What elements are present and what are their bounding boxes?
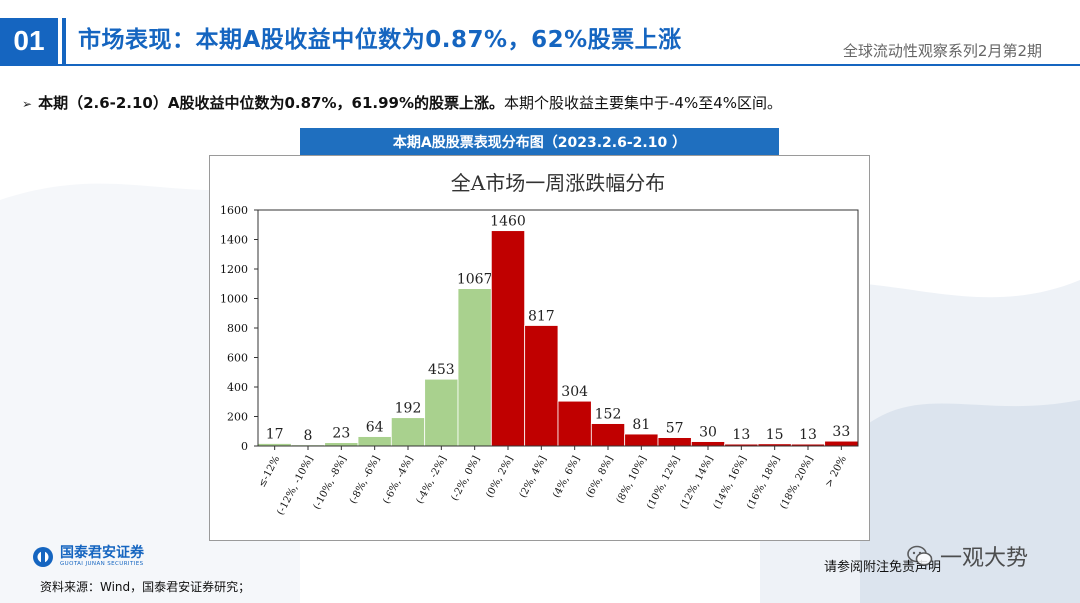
bar-value-label: 30 [699,425,717,441]
summary-bold: 本期（2.6-2.10）A股收益中位数为0.87%，61.99%的股票上涨。 [38,94,504,112]
bar [390,417,426,447]
wechat-icon [907,545,933,566]
summary-plain: 本期个股收益主要集中于-4%至4%区间。 [504,94,783,112]
category-label: (0%, 2%] [484,454,515,500]
bar-value-label: 57 [666,421,684,437]
bar-value-label: 304 [561,384,588,400]
bar [824,440,859,447]
logo-en: GUOTAI JUNAN SECURITIES [60,561,144,568]
y-tick-label: 800 [227,322,248,335]
category-label: (8%, 10%] [615,454,649,505]
bar [690,441,726,447]
category-label: > 20% [823,454,849,489]
y-tick-label: 1000 [220,293,248,306]
y-tick-label: 1200 [220,263,248,276]
bar [657,437,692,447]
category-label: (12%, 14%] [678,454,715,511]
logo-mark-icon [33,547,53,567]
bar [357,436,392,447]
bar-value-label: 17 [266,426,284,442]
chart-title: 全A市场一周涨跌幅分布 [451,171,665,195]
bar [324,442,359,447]
bar-value-label: 192 [395,401,422,417]
y-tick-label: 1400 [220,234,248,247]
bar [590,423,626,447]
disclaimer-text: 请参阅附注免责声明 [824,560,942,575]
bar-value-label: 1067 [457,272,493,288]
category-label: (-2%, 0%] [449,454,482,503]
y-tick-label: 0 [241,440,248,453]
watermark-text: 一观大势 [940,546,1029,571]
bar-value-label: 15 [766,427,784,443]
category-label: (2%, 4%] [518,454,549,500]
slide-number: 01 [0,18,58,64]
category-label: (-12%, -10%] [275,454,315,517]
bar-value-label: 64 [366,420,384,436]
category-label: (16%, 18%] [745,454,782,511]
bar-value-label: 817 [528,308,555,324]
chart-container: 全A市场一周涨跌幅分布 0 200 400 600 800 1000 1200 1400 1600… [209,155,870,541]
distribution-chart: 全A市场一周涨跌幅分布 0 200 400 600 800 1000 1200 1400 1600… [220,171,859,517]
chart-header: 本期A股股票表现分布图（2023.2.6-2.10 ） [300,128,779,155]
bar-value-label: 33 [832,424,850,440]
bar-value-label: 1460 [490,214,526,230]
category-label: (4%, 6%] [551,454,582,500]
bar [457,288,492,447]
bar [524,325,559,447]
category-label: (-6%, -4%] [381,454,415,506]
bar [624,433,659,447]
bar-value-label: 81 [632,417,650,433]
category-label: (18%, 20%] [778,454,815,511]
summary-bullet: ➢ 本期（2.6-2.10）A股收益中位数为0.87%，61.99%的股票上涨。本… [22,92,782,113]
bar-value-label: 13 [732,427,750,443]
series-label: 全球流动性观察系列2月第2期 [842,42,1042,60]
category-label: ≤-12% [257,454,283,489]
arrow-bullet-icon: ➢ [22,97,33,111]
title-accent [62,18,66,64]
wechat-watermark: 一观大势 [906,540,1028,572]
category-label: (-8%, -6%] [348,454,382,506]
data-source: 资料来源：Wind，国泰君安证券研究； [40,580,251,594]
page-title: 市场表现：本期A股收益中位数为0.87%，62%股票上涨 [78,27,682,53]
bar-value-label: 8 [304,428,313,444]
company-logo: 国泰君安证券 GUOTAI JUNAN SECURITIES [32,546,144,568]
y-tick-label: 1600 [220,204,248,217]
bar [490,230,526,447]
category-label: (10%, 12%] [645,454,682,511]
y-tick-label: 600 [227,352,248,365]
plot-frame [257,209,859,447]
header-divider [0,64,1080,66]
bar-value-label: 453 [428,362,455,378]
y-tick-label: 200 [227,411,248,424]
logo-cn: 国泰君安证券 [60,545,144,562]
category-label: (-10%, -8%] [312,454,349,511]
bar [424,378,459,447]
category-label: (6%, 8%] [584,454,615,500]
category-label: (-4%, -2%] [415,454,449,506]
bar-value-label: 13 [799,427,817,443]
y-tick-label: 400 [227,381,248,394]
bar-value-label: 23 [332,426,350,442]
bar-value-label: 152 [595,407,622,423]
bar [557,400,592,447]
category-label: (14%, 16%] [712,454,749,511]
